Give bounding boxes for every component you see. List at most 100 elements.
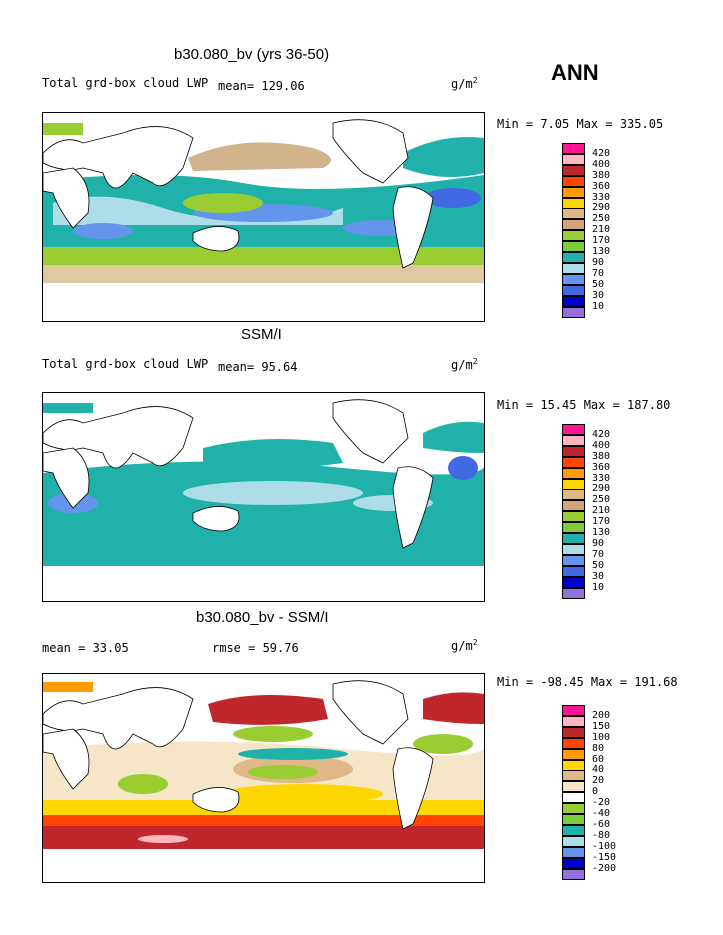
- legend-level-label: 80: [592, 742, 605, 754]
- legend-swatch: [562, 868, 585, 880]
- obs-eurasia-land: [43, 406, 194, 469]
- diff-australia-land: [192, 787, 240, 813]
- panel-obs-map-svg: [43, 393, 484, 601]
- diff-samerica-land: [392, 747, 434, 830]
- legend-swatch: [562, 500, 585, 512]
- legend-level-label: 210: [592, 224, 611, 236]
- legend-swatch: [562, 814, 585, 825]
- legend-swatch: [562, 705, 585, 716]
- legend-swatch: [562, 456, 585, 468]
- legend-level-label: 210: [592, 505, 611, 517]
- obs-australia-land: [192, 506, 240, 532]
- legend-swatch: [562, 273, 585, 285]
- panel-model-units: g/m2: [451, 76, 478, 91]
- legend-level-label: 170: [592, 235, 611, 247]
- legend-level-label: 250: [592, 213, 611, 225]
- diff-arctic-orange: [43, 682, 93, 692]
- legend-swatch: [562, 726, 585, 738]
- obs-npacific-teal: [203, 439, 343, 470]
- legend-swatch: [562, 434, 585, 446]
- model-arctic-green: [43, 123, 83, 135]
- legend-level-label: 130: [592, 246, 611, 257]
- diff-pacific-yellow: [223, 784, 383, 804]
- diff-eurasia-land: [43, 687, 194, 750]
- legend-swatch: [562, 533, 585, 544]
- legend-level-label: 0: [592, 786, 599, 798]
- legend-swatch: [562, 467, 585, 479]
- panel-diff-map: [42, 673, 485, 883]
- legend-swatch: [562, 252, 585, 263]
- panel-diff-minmax: Min = -98.45 Max = 191.68: [497, 675, 678, 689]
- season-label: ANN: [551, 60, 599, 85]
- legend-swatch: [562, 143, 585, 154]
- legend-level-label: 420: [592, 428, 611, 440]
- panel-obs-units: g/m2: [451, 357, 478, 372]
- legend-swatch: [562, 424, 585, 435]
- panel-model-minmax: Min = 7.05 Max = 335.05: [497, 117, 664, 131]
- panel-diff-map-svg: [43, 674, 484, 882]
- legend-level-label: 50: [592, 278, 605, 290]
- legend-level-label: 250: [592, 494, 611, 506]
- legend-swatch: [562, 262, 585, 274]
- legend-swatch: [562, 715, 585, 727]
- legend-level-label: -60: [592, 818, 611, 830]
- legend-swatch: [562, 478, 585, 490]
- diff-southern-orange: [43, 814, 484, 826]
- legend-swatch: [562, 295, 585, 307]
- diff-southern-yellow: [43, 800, 484, 815]
- model-eurasia-land: [43, 126, 194, 189]
- legend-swatch: [562, 565, 585, 577]
- legend-swatch: [562, 554, 585, 566]
- legend-swatch: [562, 770, 585, 782]
- diff-atlantic-green: [413, 734, 473, 754]
- legend-level-label: 330: [592, 191, 611, 203]
- legend-level-label: 40: [592, 764, 605, 776]
- panel-diff-title: b30.080_bv - SSM/I: [196, 609, 329, 626]
- obs-antarctica-land: [43, 568, 484, 601]
- legend-swatch: [562, 153, 585, 165]
- legend-level-label: -150: [592, 851, 617, 863]
- legend-level-label: 380: [592, 450, 611, 462]
- obs-pacific-light: [183, 481, 363, 505]
- panel-model-title: b30.080_bv (yrs 36-50): [174, 46, 330, 63]
- legend-swatch: [562, 186, 585, 198]
- legend-swatch: [562, 208, 585, 220]
- model-natlantic-teal: [403, 137, 484, 177]
- legend-level-label: 380: [592, 169, 611, 181]
- legend-swatch: [562, 781, 585, 793]
- model-atlantic-blue: [425, 188, 481, 208]
- legend-swatch: [562, 511, 585, 523]
- model-antarctica-land: [43, 288, 484, 321]
- legend-level-label: 90: [592, 256, 605, 268]
- legend-level-label: 70: [592, 267, 605, 279]
- legend-swatch: [562, 219, 585, 231]
- obs-namerica-land: [332, 399, 409, 464]
- legend-swatch: [562, 803, 585, 815]
- model-indian-blue: [73, 223, 133, 239]
- legend-swatch: [562, 792, 585, 804]
- obs-arctic-teal: [43, 403, 93, 413]
- legend-swatch: [562, 230, 585, 242]
- legend-level-label: 170: [592, 516, 611, 528]
- panel-obs-variable: Total grd-box cloud LWP: [42, 357, 209, 371]
- legend-level-label: 20: [592, 775, 605, 787]
- model-samerica-land: [392, 186, 434, 269]
- diff-southern-pink: [138, 835, 188, 843]
- panel-obs-title: SSM/I: [241, 326, 282, 343]
- panel-obs-mean: mean= 95.64: [218, 360, 298, 374]
- panel-diff-units: g/m2: [451, 638, 478, 653]
- legend-swatch: [562, 284, 585, 296]
- legend-level-label: 360: [592, 180, 611, 192]
- diff-antarctica-land: [43, 850, 484, 882]
- obs-africa-land: [43, 447, 90, 509]
- diff-npacific-green: [233, 726, 313, 742]
- model-australia-land: [192, 226, 240, 252]
- legend-level-label: 30: [592, 570, 605, 582]
- model-africa-land: [43, 167, 90, 229]
- legend-level-label: 10: [592, 581, 605, 593]
- obs-samerica-land: [392, 466, 434, 549]
- legend-level-label: 100: [592, 731, 611, 743]
- legend-swatch: [562, 846, 585, 858]
- panel-model-mean: mean= 129.06: [218, 79, 305, 93]
